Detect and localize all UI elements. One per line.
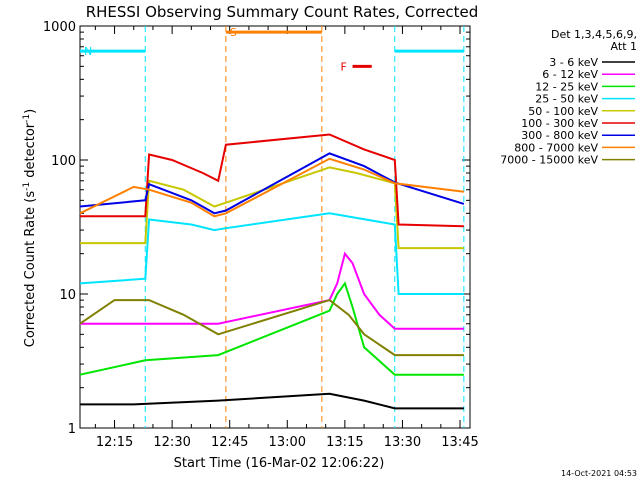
y-axis-label: Corrected Count Rate (s-1 detector-1) <box>22 109 38 347</box>
x-axis-label: Start Time (16-Mar-02 12:06:22) <box>174 456 385 471</box>
series-line <box>79 212 464 295</box>
legend-label: 3 - 6 keV <box>549 56 598 69</box>
series-line <box>79 157 465 218</box>
x-tick-label: 13:45 <box>441 435 478 450</box>
plot-frame <box>79 25 471 429</box>
mode-marker-label: F <box>341 60 347 73</box>
legend-label: 300 - 800 keV <box>521 129 598 142</box>
plot-area: 1 10 100 1000 12:15 12:30 12:45 13:00 13:15 13:30… <box>43 20 479 450</box>
series-line <box>79 298 464 357</box>
legend-label: 800 - 7000 keV <box>514 141 598 154</box>
x-tick-label: 12:45 <box>211 435 248 450</box>
legend-label: 100 - 300 keV <box>521 117 598 130</box>
x-tick-label: 12:15 <box>96 435 133 450</box>
y-tick-label: 100 <box>51 154 76 169</box>
legend-header-line-1: Det 1,3,4,5,6,9, <box>551 28 637 41</box>
series-line <box>80 251 464 330</box>
series-line <box>80 133 464 228</box>
legend-label: 25 - 50 keV <box>535 93 598 106</box>
legend-header-line-2: Att 1 <box>611 40 637 53</box>
legend-label: 50 - 100 keV <box>528 105 598 118</box>
legend-label: 6 - 12 keV <box>542 68 598 81</box>
mode-marker-label: S <box>230 26 237 39</box>
x-tick-label: 13:30 <box>384 435 421 450</box>
legend-label: 7000 - 15000 keV <box>500 154 598 167</box>
series-line <box>80 166 464 250</box>
x-tick-label: 13:15 <box>326 435 363 450</box>
y-tick-label: 10 <box>59 288 76 303</box>
legend-label: 12 - 25 keV <box>535 80 598 93</box>
series-line <box>79 152 465 215</box>
chart-title: RHESSI Observing Summary Count Rates, Co… <box>86 3 479 21</box>
y-tick-label: 1 <box>68 422 76 437</box>
x-tick-label: 12:30 <box>153 435 190 450</box>
series-line <box>80 392 464 410</box>
footer-date: 14-Oct-2021 04:53 <box>561 469 637 478</box>
y-tick-label: 1000 <box>43 20 76 35</box>
mode-marker-label: N <box>84 45 92 58</box>
x-tick-label: 13:00 <box>269 435 306 450</box>
series-line <box>79 281 464 376</box>
